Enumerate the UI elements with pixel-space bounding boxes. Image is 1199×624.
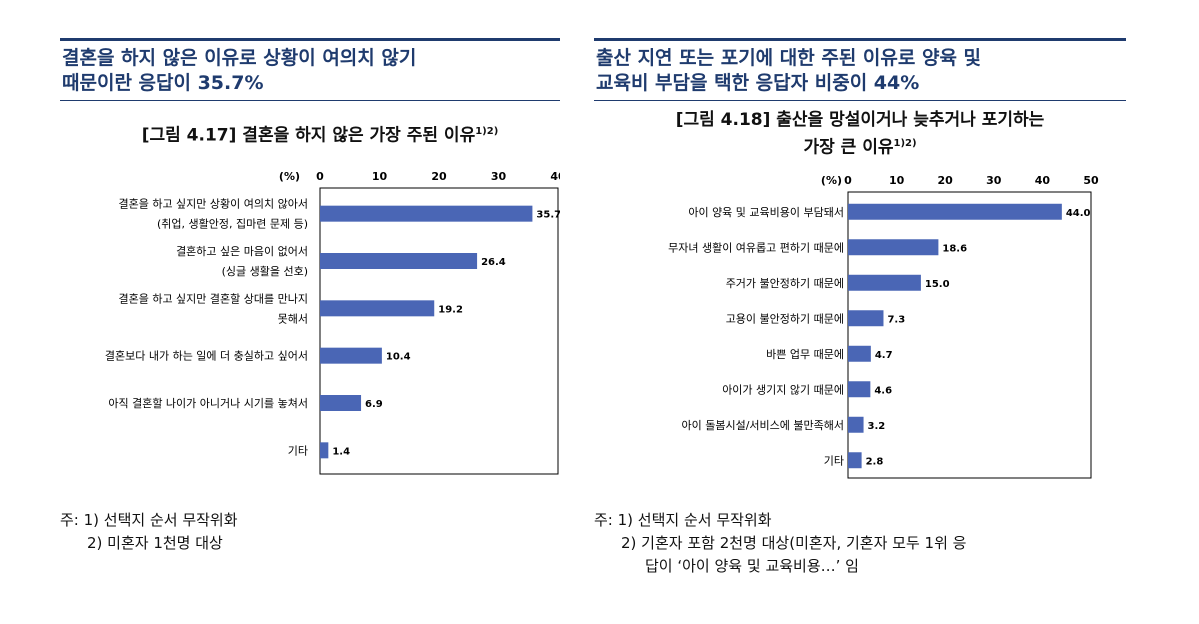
left-note-2: 2) 미혼자 1천명 대상 [87,534,223,552]
right-value-label: 4.7 [875,350,893,361]
right-category-label: 무자녀 생활이 여유롭고 편하기 때문에 [668,240,844,254]
right-bar [848,381,871,398]
left-bar [320,442,329,459]
right-figure-title-sup: 1)2) [893,138,917,149]
right-top-rule [594,38,1126,41]
left-category-label: 결혼을 하고 싶지만 결혼할 상대를 만나지 [118,291,308,305]
left-category-label: 기타 [288,444,308,457]
right-bar [848,452,862,469]
right-tick-label: 0 [844,174,852,187]
left-tick-label: 20 [431,170,447,183]
left-notes: 주: 1) 선택지 순서 무작위화 2) 미혼자 1천명 대상 [60,509,238,555]
right-category-label: 기타 [824,454,844,467]
right-note-1: 주: 1) 선택지 순서 무작위화 [594,511,772,529]
left-tick-label: 30 [491,170,507,183]
right-note-3: 답이 ‘아이 양육 및 교육비용…’ 임 [645,557,859,575]
left-category-label: (싱글 생활을 선호) [222,264,308,278]
right-bar [848,345,871,362]
right-figure-title: [그림 4.18] 출산을 망설이거나 늦추거나 포기하는 가장 큰 이유1)2… [594,109,1126,160]
right-bar [848,310,884,327]
right-figure-title-line1: [그림 4.18] 출산을 망설이거나 늦추거나 포기하는 [675,110,1045,130]
left-unit-label: (%) [279,170,300,183]
right-bar [848,239,939,256]
left-headline-line2: 때문이란 응답이 35.7% [62,72,264,94]
left-value-label: 35.7 [536,210,560,221]
right-value-label: 15.0 [925,279,950,290]
left-bar [320,347,382,364]
left-bottom-rule [60,100,560,101]
left-figure-title: [그림 4.17] 결혼을 하지 않은 가장 주된 이유1)2) [80,120,560,148]
left-note-1: 주: 1) 선택지 순서 무작위화 [60,511,238,529]
left-bar [320,253,478,269]
right-headline-line1: 출산 지연 또는 포기에 대한 주된 이유로 양육 및 [596,47,982,69]
right-tick-label: 10 [889,174,905,187]
left-tick-label: 0 [316,170,324,183]
right-bar [848,274,921,291]
left-category-label: 아직 결혼할 나이가 아니거나 시기를 놓쳐서 [108,397,308,410]
left-category-label: 결혼보다 내가 하는 일에 더 충실하고 싶어서 [105,349,308,363]
left-bar [320,300,435,317]
left-tick-label: 40 [550,170,560,183]
right-plot-frame [847,191,1092,479]
left-value-label: 26.4 [481,257,506,268]
right-value-label: 3.2 [868,421,886,432]
right-category-label: 고용이 불안정하기 때문에 [726,311,844,325]
right-note-2: 2) 기혼자 포함 2천명 대상(미혼자, 기혼자 모두 1위 응 [621,534,967,552]
left-headline: 결혼을 하지 않은 이유로 상황이 여의치 않기 때문이란 응답이 35.7% [62,46,416,96]
left-value-label: 10.4 [386,352,411,363]
right-tick-label: 20 [938,174,954,187]
right-value-label: 4.6 [874,385,892,396]
right-value-label: 18.6 [942,243,967,254]
left-bar-chart: (%) 0 10 20 30 40 35.7 결혼을 하고 싶지만 상황이 여의치 않아서 (취… [105,170,560,475]
left-top-rule [60,38,560,41]
left-tick-label: 10 [372,170,388,183]
left-value-label: 19.2 [438,304,463,315]
right-bar [848,203,1062,220]
right-value-label: 7.3 [887,314,905,325]
left-plot-frame [319,187,559,475]
right-category-label: 아이 돌봄시설/서비스에 불만족해서 [682,418,845,432]
left-category-label: 못해서 [278,311,308,325]
right-value-label: 2.8 [866,456,884,467]
right-figure-title-line2: 가장 큰 이유 [803,137,894,158]
left-value-label: 6.9 [365,399,383,410]
left-value-label: 1.4 [332,446,350,457]
right-bar [848,416,864,433]
right-headline: 출산 지연 또는 포기에 대한 주된 이유로 양육 및 교육비 부담을 택한 응… [596,46,981,96]
left-figure-title-sup: 1)2) [475,126,499,137]
right-category-label: 주거가 불안정하기 때문에 [726,276,844,290]
right-category-label: 아이가 생기지 않기 때문에 [722,383,844,396]
right-category-label: 아이 양육 및 교육비용이 부담돼서 [688,206,844,219]
right-tick-label: 40 [1035,174,1051,187]
left-category-label: (취업, 생활안정, 집마련 문제 등) [157,217,308,231]
right-tick-label: 30 [986,174,1002,187]
left-bar [320,395,362,411]
right-bottom-rule [594,100,1126,101]
left-headline-line1: 결혼을 하지 않은 이유로 상황이 여의치 않기 [62,47,417,69]
right-notes: 주: 1) 선택지 순서 무작위화 2) 기혼자 포함 2천명 대상(미혼자, … [594,509,966,578]
right-unit-label: (%) [821,174,842,187]
left-category-label: 결혼을 하고 싶지만 상황이 여의치 않아서 [118,197,308,211]
right-category-label: 바쁜 업무 때문에 [766,348,844,361]
right-tick-label: 50 [1083,174,1099,187]
right-value-label: 44.0 [1066,208,1091,219]
right-bar-chart: (%) 0 10 20 30 40 50 44.0 아이 양육 및 교육비용이 부담돼서 18.6… [668,174,1099,479]
left-category-label: 결혼하고 싶은 마음이 없어서 [176,244,308,258]
right-headline-line2: 교육비 부담을 택한 응답자 비중이 44% [596,72,920,94]
left-bar [320,205,533,222]
left-figure-title-text: [그림 4.17] 결혼을 하지 않은 가장 주된 이유 [141,125,476,146]
